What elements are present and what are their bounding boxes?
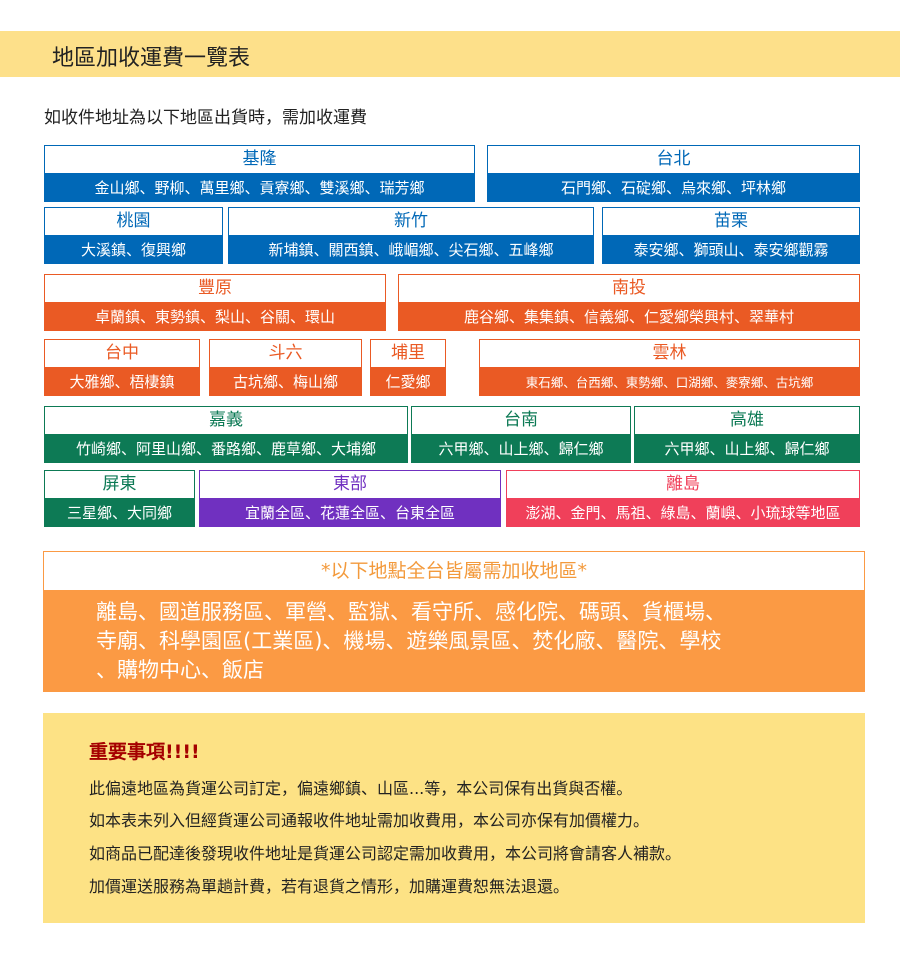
region-areas: 大溪鎮、復興鄉 [45, 235, 222, 263]
region-areas: 卓蘭鎮、東勢鎮、梨山、谷關、環山 [45, 302, 385, 330]
special-line: 離島、國道服務區、軍營、監獄、看守所、感化院、碼頭、貨櫃場、 [96, 600, 726, 624]
region-name: 南投 [399, 275, 859, 302]
region-box: 苗栗 泰安鄉、獅頭山、泰安鄉觀霧 [602, 207, 860, 264]
intro-text: 如收件地址為以下地區出貨時，需加收運費 [44, 108, 367, 128]
notice-title: 重要事項!!!! [89, 741, 200, 763]
notice-line: 如商品已配達後發現收件地址是貨運公司認定需加收費用，本公司將會請客人補款。 [89, 844, 682, 863]
notice-line: 加價運送服務為單趟計費，若有退貨之情形，加購運費恕無法退還。 [89, 877, 570, 896]
region-box: 台中 大雅鄉、梧棲鎮 [44, 339, 200, 396]
region-name: 斗六 [210, 340, 361, 367]
region-name: 東部 [200, 471, 500, 498]
region-name: 苗栗 [603, 208, 859, 235]
region-box: 台南 六甲鄉、山上鄉、歸仁鄉 [411, 406, 631, 463]
region-areas: 古坑鄉、梅山鄉 [210, 367, 361, 395]
special-line: 、購物中心、飯店 [96, 658, 264, 682]
region-name: 嘉義 [45, 407, 407, 434]
region-box: 南投 鹿谷鄉、集集鎮、信義鄉、仁愛鄉榮興村、翠華村 [398, 274, 860, 331]
region-name: 雲林 [480, 340, 859, 367]
region-areas: 東石鄉、台西鄉、東勢鄉、口湖鄉、麥寮鄉、古坑鄉 [480, 367, 859, 395]
region-name: 桃園 [45, 208, 222, 235]
region-areas: 金山鄉、野柳、萬里鄉、貢寮鄉、雙溪鄉、瑞芳鄉 [45, 173, 474, 201]
region-box: 離島 澎湖、金門、馬祖、綠島、蘭嶼、小琉球等地區 [506, 470, 860, 527]
region-areas: 仁愛鄉 [371, 367, 445, 395]
region-areas: 泰安鄉、獅頭山、泰安鄉觀霧 [603, 235, 859, 263]
region-name: 台南 [412, 407, 630, 434]
region-name: 高雄 [635, 407, 859, 434]
region-areas: 新埔鎮、關西鎮、峨嵋鄉、尖石鄉、五峰鄉 [229, 235, 593, 263]
region-name: 埔里 [371, 340, 445, 367]
region-box: 屏東 三星鄉、大同鄉 [44, 470, 195, 527]
region-box: 雲林 東石鄉、台西鄉、東勢鄉、口湖鄉、麥寮鄉、古坑鄉 [479, 339, 860, 396]
region-areas: 鹿谷鄉、集集鎮、信義鄉、仁愛鄉榮興村、翠華村 [399, 302, 859, 330]
region-areas: 宜蘭全區、花蓮全區、台東全區 [200, 498, 500, 526]
title-bar: 地區加收運費一覽表 [0, 31, 900, 77]
region-box: 斗六 古坑鄉、梅山鄉 [209, 339, 362, 396]
region-areas: 石門鄉、石碇鄉、烏來鄉、坪林鄉 [488, 173, 859, 201]
region-name: 新竹 [229, 208, 593, 235]
region-areas: 六甲鄉、山上鄉、歸仁鄉 [635, 434, 859, 462]
region-name: 台中 [45, 340, 199, 367]
region-box: 高雄 六甲鄉、山上鄉、歸仁鄉 [634, 406, 860, 463]
region-box: 東部 宜蘭全區、花蓮全區、台東全區 [199, 470, 501, 527]
region-areas: 竹崎鄉、阿里山鄉、番路鄉、鹿草鄉、大埔鄉 [45, 434, 407, 462]
region-areas: 三星鄉、大同鄉 [45, 498, 194, 526]
region-name: 豐原 [45, 275, 385, 302]
region-box: 台北 石門鄉、石碇鄉、烏來鄉、坪林鄉 [487, 145, 860, 202]
notice-box: 重要事項!!!! 此偏遠地區為貨運公司訂定，偏遠鄉鎮、山區...等，本公司保有出… [43, 713, 865, 923]
region-areas: 大雅鄉、梧棲鎮 [45, 367, 199, 395]
region-box: 豐原 卓蘭鎮、東勢鎮、梨山、谷關、環山 [44, 274, 386, 331]
special-line: 寺廟、科學園區(工業區)、機場、遊樂風景區、焚化廠、醫院、學校 [96, 629, 722, 653]
notice-line: 如本表未列入但經貨運公司通報收件地址需加收費用，本公司亦保有加價權力。 [89, 811, 650, 830]
region-name: 基隆 [45, 146, 474, 173]
region-areas: 六甲鄉、山上鄉、歸仁鄉 [412, 434, 630, 462]
region-box: 新竹 新埔鎮、關西鎮、峨嵋鄉、尖石鄉、五峰鄉 [228, 207, 594, 264]
page-title: 地區加收運費一覽表 [52, 46, 251, 71]
region-name: 屏東 [45, 471, 194, 498]
region-areas: 澎湖、金門、馬祖、綠島、蘭嶼、小琉球等地區 [507, 498, 859, 526]
region-name: 離島 [507, 471, 859, 498]
region-box: 桃園 大溪鎮、復興鄉 [44, 207, 223, 264]
region-box: 基隆 金山鄉、野柳、萬里鄉、貢寮鄉、雙溪鄉、瑞芳鄉 [44, 145, 475, 202]
region-box: 嘉義 竹崎鄉、阿里山鄉、番路鄉、鹿草鄉、大埔鄉 [44, 406, 408, 463]
region-box: 埔里 仁愛鄉 [370, 339, 446, 396]
special-areas-box: *以下地點全台皆屬需加收地區* 離島、國道服務區、軍營、監獄、看守所、感化院、碼… [43, 551, 865, 692]
region-name: 台北 [488, 146, 859, 173]
notice-line: 此偏遠地區為貨運公司訂定，偏遠鄉鎮、山區...等，本公司保有出貨與否權。 [89, 779, 633, 798]
special-heading: *以下地點全台皆屬需加收地區* [44, 552, 864, 590]
